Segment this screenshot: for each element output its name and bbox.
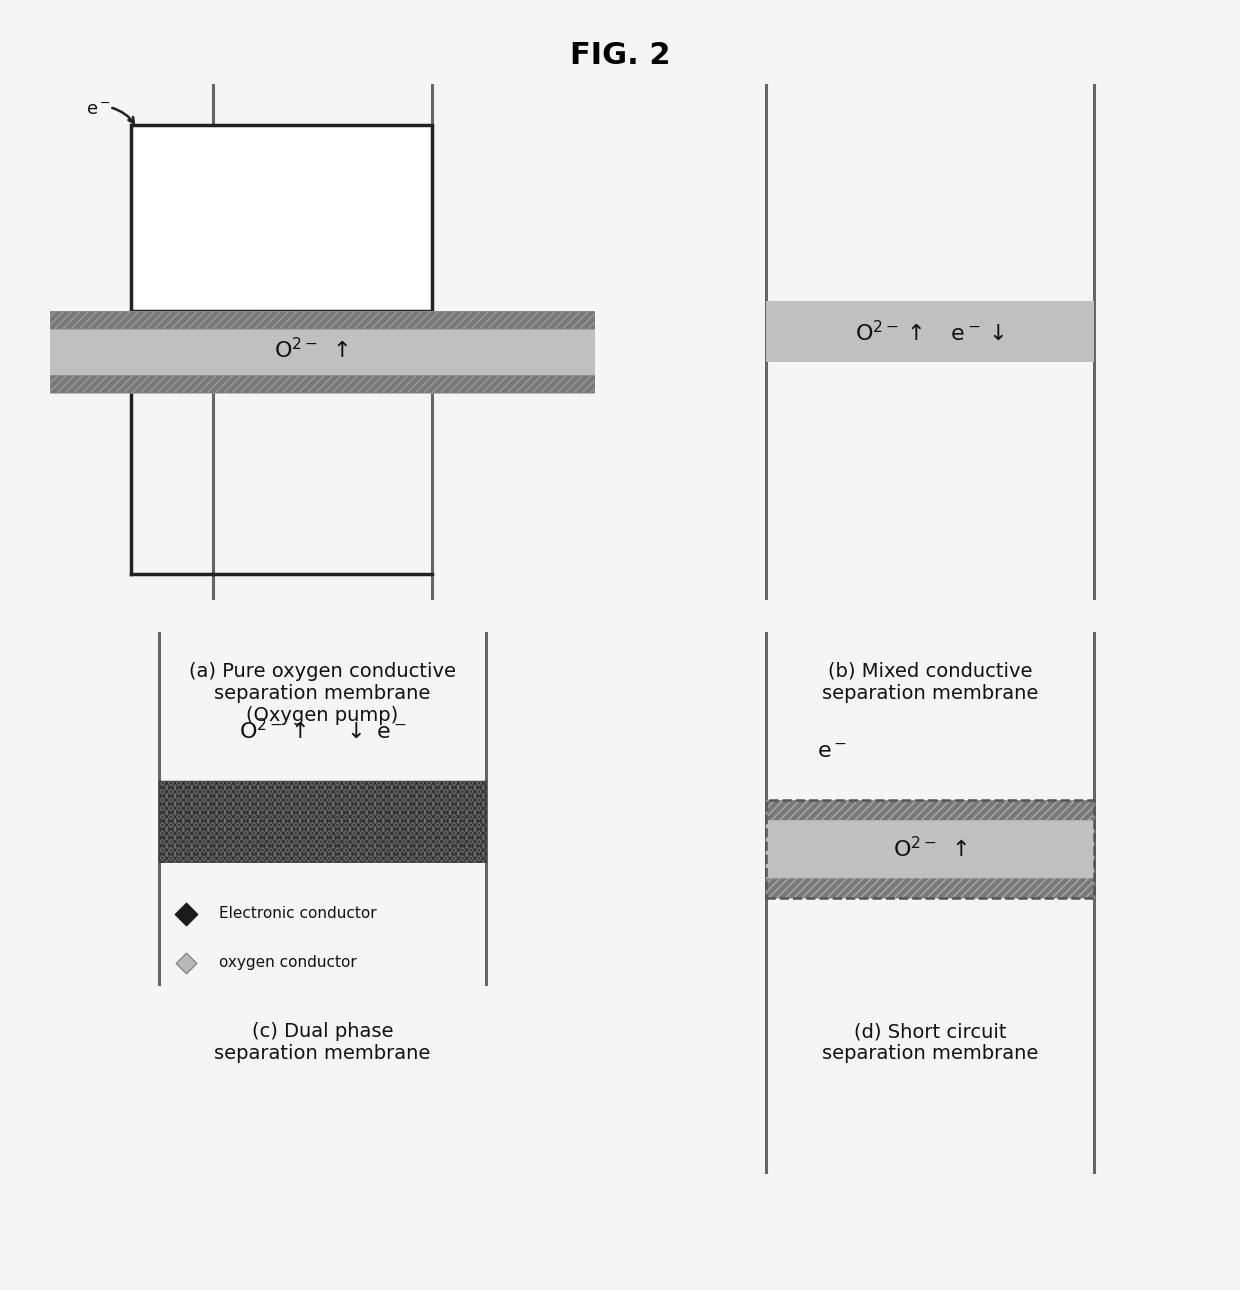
Bar bbox=[766, 301, 1094, 362]
Text: O$^{2-}$ $\uparrow$: O$^{2-}$ $\uparrow$ bbox=[893, 836, 967, 862]
Text: O$^{2-}$ $\uparrow$: O$^{2-}$ $\uparrow$ bbox=[274, 337, 348, 362]
Text: (a) Pure oxygen conductive
separation membrane
(Oxygen pump): (a) Pure oxygen conductive separation me… bbox=[188, 662, 456, 725]
Bar bbox=[50, 375, 595, 393]
Bar bbox=[50, 311, 595, 329]
Point bbox=[176, 903, 196, 924]
Bar bbox=[766, 819, 1094, 878]
Text: (d) Short circuit
separation membrane: (d) Short circuit separation membrane bbox=[822, 1022, 1038, 1063]
Text: O$^{2-}$$\uparrow$   e$^-$$\downarrow$: O$^{2-}$$\uparrow$ e$^-$$\downarrow$ bbox=[856, 320, 1004, 343]
Bar bbox=[766, 878, 1094, 898]
Text: oxygen conductor: oxygen conductor bbox=[218, 955, 356, 970]
Text: (c) Dual phase
separation membrane: (c) Dual phase separation membrane bbox=[215, 1022, 430, 1063]
Bar bbox=[159, 782, 486, 863]
Text: Electronic conductor: Electronic conductor bbox=[218, 907, 377, 921]
Bar bbox=[766, 878, 1094, 898]
Text: e$^-$: e$^-$ bbox=[817, 742, 847, 761]
Bar bbox=[50, 311, 595, 329]
Bar bbox=[766, 800, 1094, 898]
Bar bbox=[131, 125, 432, 311]
Point bbox=[176, 952, 196, 973]
Bar bbox=[766, 800, 1094, 819]
Bar bbox=[50, 375, 595, 393]
Text: O$^{2-}$$\uparrow$    $\downarrow$ e$^-$: O$^{2-}$$\uparrow$ $\downarrow$ e$^-$ bbox=[238, 717, 407, 742]
Bar bbox=[159, 782, 486, 863]
Text: FIG. 2: FIG. 2 bbox=[569, 41, 671, 70]
Text: (b) Mixed conductive
separation membrane: (b) Mixed conductive separation membrane bbox=[822, 662, 1038, 703]
Bar bbox=[766, 800, 1094, 819]
Text: e$^-$: e$^-$ bbox=[87, 101, 112, 119]
Bar bbox=[50, 329, 595, 375]
